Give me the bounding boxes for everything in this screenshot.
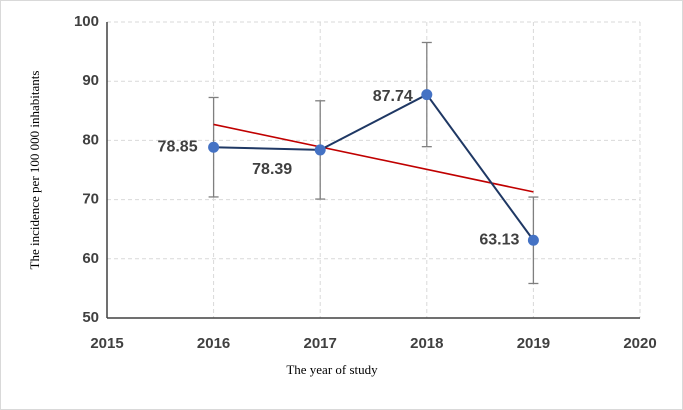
- x-tick-label: 2016: [197, 335, 230, 352]
- trend-line: [213, 123, 534, 193]
- data-label: 78.39: [252, 161, 292, 178]
- data-point: [421, 89, 433, 101]
- data-label: 63.13: [479, 231, 519, 248]
- data-label: 78.85: [158, 138, 198, 155]
- data-point: [527, 234, 539, 246]
- y-tick-label: 50: [82, 309, 99, 326]
- y-axis-title: The incidence per 100 000 inhabitants: [27, 71, 42, 270]
- y-tick-label: 70: [82, 191, 99, 208]
- x-tick-label: 2019: [517, 335, 550, 352]
- x-tick-label: 2017: [304, 335, 337, 352]
- x-axis-title: The year of study: [286, 362, 378, 377]
- data-label: 87.74: [373, 88, 413, 105]
- y-tick-label: 90: [82, 72, 99, 89]
- x-tick-label: 2018: [410, 335, 443, 352]
- y-tick-label: 80: [82, 131, 99, 148]
- x-tick-label: 2015: [90, 335, 123, 352]
- data-point: [314, 144, 326, 156]
- series-line: [213, 93, 535, 241]
- y-tick-label: 100: [74, 13, 99, 30]
- y-tick-label: 60: [82, 250, 99, 267]
- x-tick-label: 2020: [623, 335, 656, 352]
- data-point: [208, 141, 220, 153]
